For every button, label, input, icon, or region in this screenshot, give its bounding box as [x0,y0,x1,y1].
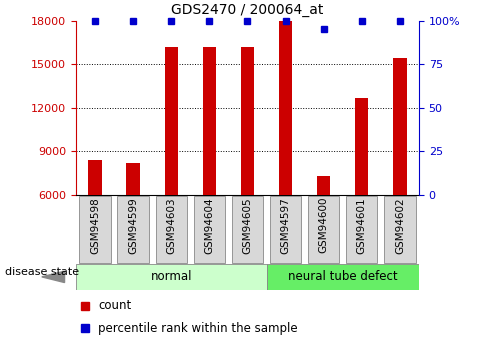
Text: neural tube defect: neural tube defect [288,270,397,283]
Bar [393,58,407,195]
Bar [241,47,254,195]
Text: GSM94603: GSM94603 [166,197,176,254]
Text: GSM94599: GSM94599 [128,197,138,254]
Text: GSM94602: GSM94602 [395,197,405,254]
Text: GSM94598: GSM94598 [90,197,100,254]
Text: GSM94597: GSM94597 [281,197,291,254]
Bar [165,47,178,195]
Text: GSM94604: GSM94604 [204,197,214,254]
Bar [279,21,292,195]
Text: normal: normal [150,270,192,283]
Text: GSM94600: GSM94600 [318,197,329,254]
Bar [355,98,368,195]
Bar [88,160,101,195]
FancyBboxPatch shape [232,196,263,263]
FancyBboxPatch shape [79,196,111,263]
Title: GDS2470 / 200064_at: GDS2470 / 200064_at [172,3,323,17]
FancyBboxPatch shape [346,196,377,263]
Text: percentile rank within the sample: percentile rank within the sample [98,322,298,335]
FancyBboxPatch shape [267,264,419,290]
Text: GSM94601: GSM94601 [357,197,367,254]
Text: disease state: disease state [5,267,79,277]
FancyBboxPatch shape [118,196,149,263]
Bar [126,163,140,195]
FancyBboxPatch shape [308,196,339,263]
FancyBboxPatch shape [384,196,416,263]
Text: count: count [98,299,131,312]
FancyBboxPatch shape [270,196,301,263]
Bar [203,47,216,195]
FancyBboxPatch shape [156,196,187,263]
Text: GSM94605: GSM94605 [243,197,252,254]
FancyBboxPatch shape [194,196,225,263]
Polygon shape [42,271,65,283]
FancyBboxPatch shape [76,264,267,290]
Bar [317,176,330,195]
